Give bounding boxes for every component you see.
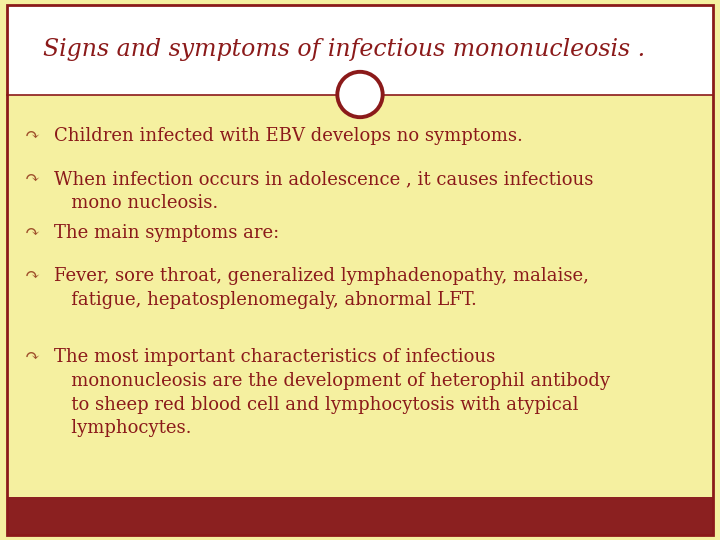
Text: Fever, sore throat, generalized lymphadenopathy, malaise,
   fatigue, hepatosple: Fever, sore throat, generalized lymphade… — [54, 267, 589, 309]
Ellipse shape — [337, 72, 383, 117]
Text: ↷: ↷ — [24, 224, 40, 242]
Text: Signs and symptoms of infectious mononucleosis .: Signs and symptoms of infectious mononuc… — [43, 38, 645, 62]
Text: The main symptoms are:: The main symptoms are: — [54, 224, 279, 242]
Bar — [7, 497, 713, 535]
Text: ↷: ↷ — [24, 267, 40, 285]
Text: Children infected with EBV develops no symptoms.: Children infected with EBV develops no s… — [54, 127, 523, 145]
Text: ↷: ↷ — [24, 127, 40, 145]
Text: The most important characteristics of infectious
   mononucleosis are the develo: The most important characteristics of in… — [54, 348, 610, 437]
Text: ↷: ↷ — [24, 348, 40, 366]
Text: ↷: ↷ — [24, 170, 40, 188]
Text: When infection occurs in adolescence , it causes infectious
   mono nucleosis.: When infection occurs in adolescence , i… — [54, 170, 593, 212]
Bar — [7, 5, 713, 94]
